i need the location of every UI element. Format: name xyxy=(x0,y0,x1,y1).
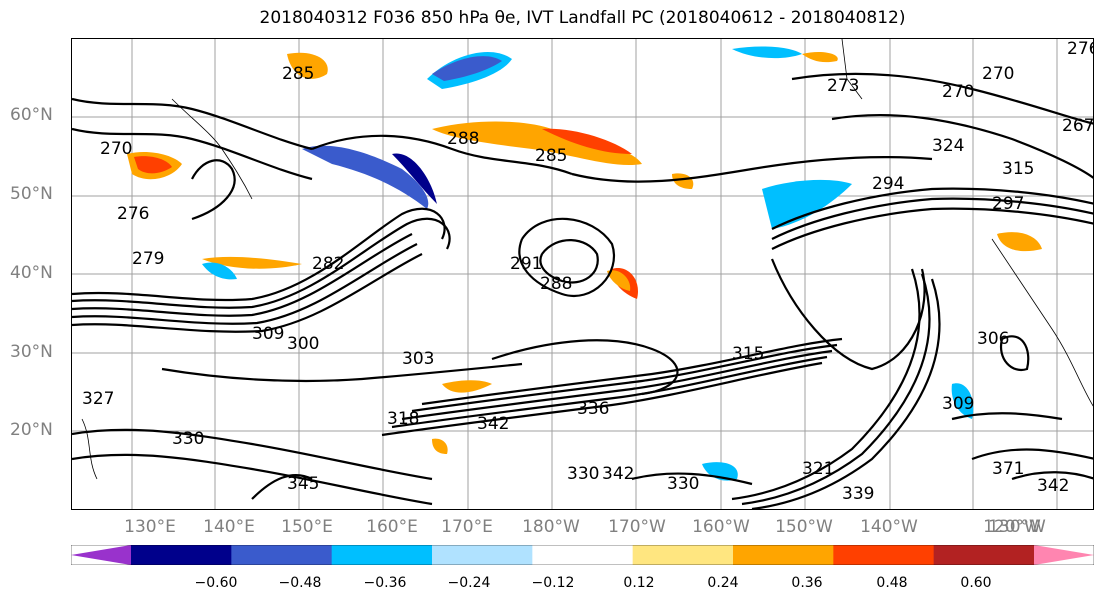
contour-label: 330 xyxy=(667,474,699,494)
lon-label: 140°W xyxy=(860,517,918,537)
colorbar-tick: 0.60 xyxy=(960,575,992,591)
lon-label: 170°W xyxy=(608,517,666,537)
colorbar-segment xyxy=(532,545,634,565)
contour-label: 330 xyxy=(567,464,599,484)
colorbar-tick: −0.48 xyxy=(278,575,322,591)
contour-label: 330 xyxy=(172,429,204,449)
contour-label: 342 xyxy=(477,414,509,434)
theta-e-contours xyxy=(72,72,1093,509)
colorbar-segment xyxy=(231,545,333,565)
contour-label: 339 xyxy=(842,484,874,504)
contour-label: 315 xyxy=(1002,159,1034,179)
contour-label: 336 xyxy=(577,399,609,419)
colorbar-segment xyxy=(432,545,533,565)
lon-label: 170°E xyxy=(441,517,493,537)
lon-label: 120°W xyxy=(983,517,1041,537)
lon-label: 150°E xyxy=(281,517,333,537)
colorbar xyxy=(71,545,1094,565)
contour-label: 342 xyxy=(1037,476,1069,496)
colorbar-segment xyxy=(131,545,232,565)
colorbar-segment xyxy=(71,545,131,565)
contour-label: 276 xyxy=(1067,39,1094,59)
colorbar-segment xyxy=(733,545,834,565)
lon-label: 130°E xyxy=(124,517,176,537)
lon-label: 160°E xyxy=(366,517,418,537)
colorbar-tick: 0.36 xyxy=(791,575,823,591)
colorbar-tick: 0.24 xyxy=(707,575,739,591)
map-svg: 273 288 285 288 291 282 270 276 279 294 … xyxy=(72,39,1094,509)
graticule xyxy=(72,39,1093,509)
pc-shading xyxy=(127,46,1042,481)
colorbar-segment xyxy=(1034,545,1094,565)
colorbar-tick: −0.12 xyxy=(531,575,575,591)
contour-label: 315 xyxy=(732,344,764,364)
contour-label: 321 xyxy=(802,459,834,479)
contour-label: 279 xyxy=(132,249,164,269)
contour-label: 309 xyxy=(252,324,284,344)
lat-label: 50°N xyxy=(10,184,53,204)
contour-label: 288 xyxy=(540,274,572,294)
map-panel: 273 288 285 288 291 282 270 276 279 294 … xyxy=(71,38,1094,510)
colorbar-tick: −0.24 xyxy=(447,575,491,591)
contour-label: 303 xyxy=(402,349,434,369)
colorbar-segment xyxy=(632,545,734,565)
contour-label: 371 xyxy=(992,459,1024,479)
lon-label: 150°W xyxy=(775,517,833,537)
contour-label: 291 xyxy=(510,254,542,274)
contour-label: 270 xyxy=(100,139,132,159)
contour-label: 267 xyxy=(1062,116,1094,136)
contour-label: 288 xyxy=(447,129,479,149)
contour-label: 318 xyxy=(387,409,419,429)
lat-label: 60°N xyxy=(10,105,53,125)
colorbar-tick: 0.12 xyxy=(623,575,655,591)
contour-label: 273 xyxy=(827,76,859,96)
contour-label-group: 273 288 285 288 291 282 270 276 279 294 … xyxy=(82,39,1094,504)
lon-label: 160°W xyxy=(692,517,750,537)
lat-label: 30°N xyxy=(10,342,53,362)
colorbar-tick: 0.48 xyxy=(876,575,908,591)
contour-label: 270 xyxy=(982,64,1014,84)
lat-label: 20°N xyxy=(10,420,53,440)
lon-label: 130°W xyxy=(988,517,1046,537)
colorbar-segment xyxy=(331,545,433,565)
colorbar-segment xyxy=(933,545,1035,565)
lon-label: 180°W xyxy=(522,517,580,537)
contour-label: 306 xyxy=(977,329,1009,349)
colorbar-segment xyxy=(833,545,935,565)
contour-label: 300 xyxy=(287,334,319,354)
lon-label: 140°E xyxy=(203,517,255,537)
contour-label: 297 xyxy=(992,194,1024,214)
lat-label: 40°N xyxy=(10,263,53,283)
contour-label: 282 xyxy=(312,254,344,274)
contour-label: 327 xyxy=(82,389,114,409)
colorbar-tick: −0.36 xyxy=(363,575,407,591)
contour-label: 276 xyxy=(117,204,149,224)
colorbar-tick: −0.60 xyxy=(194,575,238,591)
contour-label: 345 xyxy=(287,474,319,494)
plot-title: 2018040312 F036 850 hPa θe, IVT Landfall… xyxy=(259,8,906,28)
contour-label: 309 xyxy=(942,394,974,414)
contour-label: 285 xyxy=(535,146,567,166)
contour-label: 342 xyxy=(602,464,634,484)
contour-label: 285 xyxy=(282,64,314,84)
coastlines xyxy=(81,39,1093,480)
contour-label: 270 xyxy=(942,82,974,102)
contour-label: 294 xyxy=(872,174,904,194)
contour-label: 324 xyxy=(932,136,964,156)
